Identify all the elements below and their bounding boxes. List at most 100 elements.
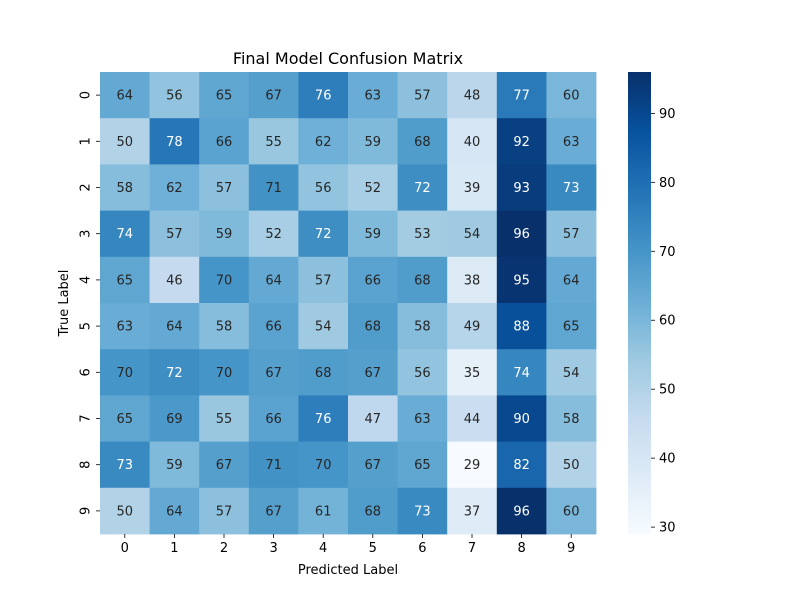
cell-value-label: 74 [513,366,530,381]
cell-value-label: 58 [414,320,431,335]
y-tick-label: 9 [79,507,94,515]
cell-value-label: 59 [365,227,382,242]
heatmap-cell [248,210,299,258]
cell-value-label: 62 [315,135,332,150]
cell-value-label: 90 [513,412,530,427]
x-tick-label: 3 [269,541,277,556]
cell-value-label: 39 [464,181,481,196]
cell-value-label: 66 [265,320,282,335]
heatmap-cell [447,303,498,350]
heatmap-cell [496,395,547,442]
cell-value-label: 67 [216,458,233,473]
cell-value-label: 68 [315,366,332,381]
x-axis-label: Predicted Label [298,563,398,578]
heatmap-cell [199,349,250,396]
heatmap-cell [248,118,299,165]
cell-value-label: 68 [365,320,382,335]
heatmap-cell [546,487,597,535]
heatmap-cell [496,118,547,165]
cell-labels: 64 56 65 67 76 63 57 48 77 60 50 78 66 55 62 59 68 40 92 63… [117,89,580,520]
y-tick-label: 6 [79,368,94,376]
heatmap-cell [348,256,398,304]
cell-value-label: 48 [464,89,481,104]
colorbar-tick-label: 70 [659,245,676,260]
heatmap-cell [348,395,398,442]
heatmap-cell [199,72,250,119]
cell-value-label: 58 [216,320,233,335]
heatmap-cell [447,72,498,119]
y-tick-label: 7 [79,414,94,422]
cell-value-label: 64 [166,320,183,335]
heatmap-cell [248,487,299,535]
cell-value-label: 76 [315,89,332,104]
heatmap-cell [199,303,250,350]
cell-value-label: 76 [315,412,332,427]
cell-value-label: 95 [513,273,530,288]
cell-value-label: 70 [117,366,134,381]
heatmap-cell [397,164,448,211]
heatmap-cell [199,164,250,211]
x-tick-label: 1 [170,541,178,556]
cell-value-label: 73 [563,181,580,196]
cell-value-label: 68 [414,135,431,150]
cell-value-label: 55 [216,412,233,427]
heatmap-cell [496,72,547,119]
cell-value-label: 63 [563,135,580,150]
heatmap-cell [248,164,299,211]
cell-value-label: 52 [265,227,282,242]
colorbar: 30 40 50 60 70 80 90 [628,72,676,536]
heatmap-cell [546,303,597,350]
x-tick-label: 8 [517,541,525,556]
heatmap-cell [199,118,250,165]
y-tick-label: 4 [79,276,94,284]
cell-value-label: 57 [563,227,580,242]
heatmap-cell [298,303,349,350]
cell-value-label: 88 [513,320,530,335]
heatmap-cell [397,256,448,304]
heatmap-cell [546,256,597,304]
heatmap-cell [496,256,547,304]
cell-value-label: 59 [166,458,183,473]
cell-value-label: 68 [365,504,382,519]
heatmap-cell [298,395,349,442]
heatmap-cell [149,441,200,489]
cell-value-label: 67 [365,458,382,473]
heatmap-cell [100,395,150,442]
colorbar-tick-label: 60 [659,314,676,329]
colorbar-tick-label: 40 [659,452,676,467]
heatmap-cell [149,303,200,350]
heatmap-cell [298,487,349,535]
y-tick-label: 0 [79,91,94,99]
heatmap-cell [546,118,597,165]
heatmap-cell [348,118,398,165]
cell-value-label: 72 [315,227,332,242]
y-tick-label: 2 [79,183,94,191]
heatmap-cell [546,72,597,119]
heatmap-cell [100,72,150,119]
cell-value-label: 62 [166,181,183,196]
cell-value-label: 67 [365,366,382,381]
heatmap-cell [248,441,299,489]
x-tick-label: 7 [468,541,476,556]
cell-value-label: 29 [464,458,481,473]
cell-value-label: 63 [365,89,382,104]
colorbar-gradient-bar [628,72,651,534]
heatmap-cell [546,395,597,442]
colorbar-tick-label: 30 [659,521,676,536]
heatmap-cell [248,349,299,396]
cell-value-label: 50 [117,135,134,150]
heatmap-cell [447,118,498,165]
cell-value-label: 37 [464,504,481,519]
cell-value-label: 69 [166,412,183,427]
y-axis-ticks: 0 1 2 3 4 5 6 7 8 9 [79,91,100,515]
cell-value-label: 40 [464,135,481,150]
cell-value-label: 74 [117,227,134,242]
heatmap-cell [100,349,150,396]
y-tick-label: 5 [79,322,94,330]
x-tick-label: 5 [369,541,377,556]
heatmap-cell [149,349,200,396]
cell-value-label: 56 [414,366,431,381]
heatmap-cell [348,349,398,396]
